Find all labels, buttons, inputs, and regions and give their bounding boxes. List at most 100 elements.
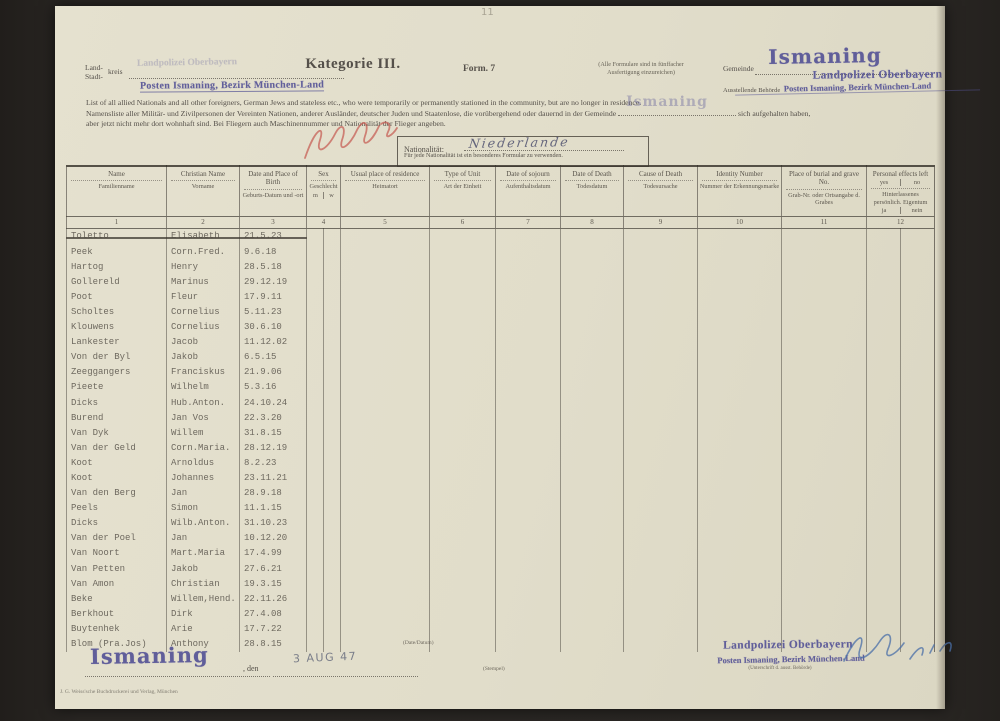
cell-christian-name: Arie: [166, 621, 240, 638]
cell-empty: [866, 576, 901, 592]
table-row: Van Noort Mart.Maria 17.4.99: [66, 546, 935, 562]
cell-empty: [781, 289, 867, 305]
cell-christian-name: Franciskus: [166, 365, 240, 381]
cell-birth-date: 5.3.16: [239, 380, 307, 396]
cell-empty: [560, 455, 624, 471]
cell-empty: [560, 395, 624, 411]
cell-empty: [781, 380, 867, 396]
cell-empty: [697, 395, 782, 411]
cell-empty: [322, 531, 341, 547]
cell-birth-date: 28.9.18: [239, 486, 307, 502]
table-row: Burend Jan Vos 22.3.20: [66, 410, 935, 426]
cell-name: Berkhout: [66, 606, 167, 622]
footer-place-stamp: Ismaning: [89, 641, 209, 670]
cell-name: Van Amon: [66, 576, 167, 592]
cell-christian-name: Elisabeth: [166, 228, 241, 245]
cell-empty: [560, 335, 624, 351]
cell-empty: [306, 531, 324, 547]
cell-empty: [623, 335, 698, 351]
cell-empty: [306, 621, 324, 638]
cell-christian-name: Simon: [166, 501, 240, 517]
cell-empty: [866, 470, 901, 487]
cell-empty: [495, 274, 561, 290]
cell-empty: [697, 486, 782, 502]
cell-empty: [495, 320, 561, 336]
cell-empty: [781, 546, 867, 562]
cell-empty: [900, 486, 935, 502]
cell-empty: [623, 606, 698, 622]
column-number: 2: [166, 216, 240, 230]
cell-empty: [340, 335, 430, 351]
column-title-de: Grab-Nr. oder Ortsangabe d. Grabes: [788, 191, 860, 207]
cell-empty: [697, 228, 782, 245]
cell-empty: [623, 244, 698, 260]
cell-empty: [322, 455, 341, 471]
cell-empty: [900, 637, 935, 653]
column-title-en: Name: [108, 170, 125, 178]
cell-empty: [781, 350, 867, 366]
cell-empty: [623, 561, 698, 577]
column-number: 5: [340, 216, 430, 230]
nationality-note: Für jede Nationalität ist ein besonderes…: [404, 152, 563, 159]
gemeinde-ismaning-stamp: Ismaning: [768, 43, 882, 69]
cell-empty: [560, 320, 624, 336]
cell-empty: [697, 501, 782, 517]
cell-empty: [697, 516, 782, 532]
cell-empty: [781, 606, 867, 622]
persons-table: Name Familienname Christian Name Vorname Dat…: [66, 165, 936, 653]
cell-empty: [623, 320, 698, 336]
cell-empty: [866, 259, 901, 275]
cell-empty: [781, 365, 867, 381]
table-body: Toletto Elisabeth 21.5.23 Peek Corn.Fred. 9.6…: [66, 228, 935, 653]
cell-empty: [560, 228, 624, 245]
cell-empty: [900, 576, 935, 592]
cell-empty: [781, 320, 867, 336]
cell-empty: [495, 365, 561, 381]
cell-empty: [495, 606, 561, 622]
cell-empty: [306, 304, 324, 321]
cell-name: Van Noort: [66, 546, 167, 562]
cell-empty: [697, 561, 782, 577]
cell-birth-date: 21.9.06: [239, 365, 307, 381]
cell-empty: [322, 486, 341, 502]
cell-empty: [900, 259, 935, 275]
cell-empty: [306, 606, 324, 622]
cell-empty: [697, 440, 782, 456]
cell-empty: [429, 335, 496, 351]
column-number: 7: [495, 216, 561, 230]
cell-birth-date: 27.6.21: [239, 561, 307, 577]
cell-christian-name: Cornelius: [166, 304, 240, 321]
cell-name: Buytenhek: [66, 621, 167, 638]
cell-empty: [900, 304, 935, 321]
cell-empty: [866, 606, 901, 622]
cell-empty: [697, 546, 782, 562]
cell-empty: [781, 304, 867, 321]
cell-empty: [781, 425, 867, 441]
cell-empty: [429, 606, 496, 622]
cell-empty: [623, 304, 698, 321]
cell-empty: [900, 228, 935, 245]
column-title-de: Nummer der Erkennungsmarke: [699, 183, 780, 191]
cell-empty: [781, 410, 867, 426]
cell-birth-date: 28.5.18: [239, 259, 307, 275]
cell-birth-date: 29.12.19: [239, 274, 307, 290]
cell-empty: [623, 228, 698, 245]
cell-empty: [900, 561, 935, 577]
table-row: Koot Arnoldus 8.2.23: [66, 455, 935, 471]
cell-birth-date: 10.12.20: [239, 531, 307, 547]
cell-empty: [900, 335, 935, 351]
cell-empty: [322, 410, 341, 426]
cell-empty: [560, 410, 624, 426]
cell-empty: [623, 576, 698, 592]
cell-christian-name: Anthony: [166, 637, 240, 653]
cell-empty: [429, 637, 496, 653]
cell-empty: [429, 425, 496, 441]
cell-empty: [623, 289, 698, 305]
cell-empty: [306, 440, 324, 456]
cell-empty: [697, 425, 782, 441]
cell-empty: [866, 531, 901, 547]
subcol-a-label: m: [313, 191, 318, 199]
cell-name: Burend: [66, 410, 167, 426]
cell-empty: [495, 425, 561, 441]
cell-birth-date: 11.12.02: [239, 335, 307, 351]
